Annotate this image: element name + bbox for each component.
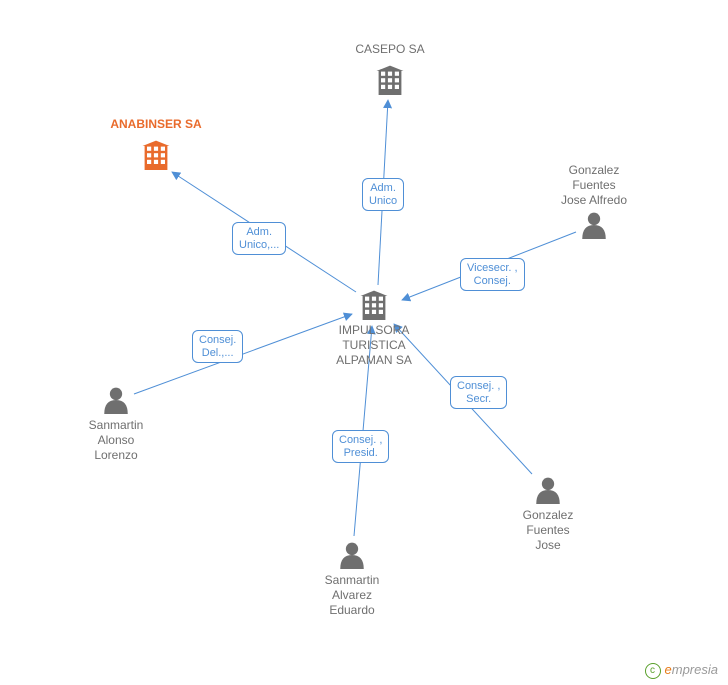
footer-copyright: cempresia: [645, 662, 718, 679]
edge-label: Consej. , Secr.: [450, 376, 507, 409]
node-label: Sanmartin Alvarez Eduardo: [312, 573, 392, 618]
edge-label: Consej. Del.,...: [192, 330, 243, 363]
node-label: Sanmartin Alonso Lorenzo: [76, 418, 156, 463]
node-label: Gonzalez Fuentes Jose Alfredo: [544, 163, 644, 208]
building-icon: [361, 291, 388, 320]
copyright-icon: c: [645, 663, 661, 679]
building-icon: [377, 66, 404, 95]
person-icon: [536, 478, 560, 504]
building-icon: [143, 141, 170, 170]
node-label: ANABINSER SA: [96, 117, 216, 132]
node-label: IMPULSORA TURISTICA ALPAMAN SA: [329, 323, 419, 368]
edge-label: Adm. Unico: [362, 178, 404, 211]
person-icon: [582, 213, 606, 239]
person-icon: [104, 388, 128, 414]
edge-label: Vicesecr. , Consej.: [460, 258, 525, 291]
edge-label: Consej. , Presid.: [332, 430, 389, 463]
edge-label: Adm. Unico,...: [232, 222, 286, 255]
node-label: CASEPO SA: [340, 42, 440, 57]
node-label: Gonzalez Fuentes Jose: [508, 508, 588, 553]
person-icon: [340, 543, 364, 569]
